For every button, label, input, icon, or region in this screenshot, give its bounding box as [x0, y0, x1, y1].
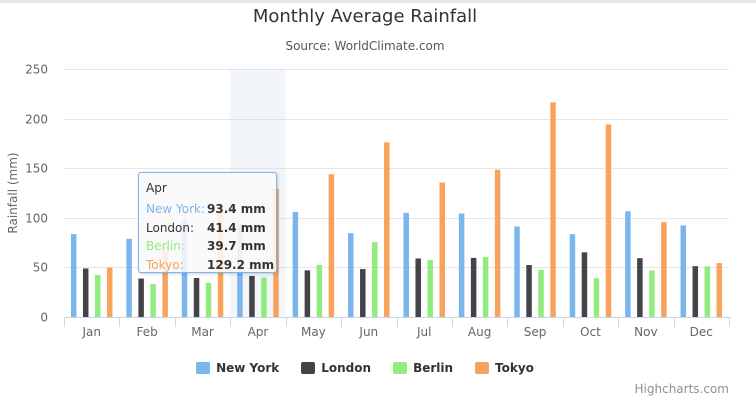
bar-new-york — [458, 213, 465, 317]
bar-berlin — [593, 278, 600, 317]
bar-london — [415, 258, 421, 317]
bar-london — [692, 266, 699, 317]
tooltip-row: New York: 93.4 mm — [146, 200, 274, 219]
bar-tokyo — [494, 169, 501, 317]
y-tick-label: 200 — [25, 113, 48, 127]
top-border — [0, 0, 756, 3]
bar-berlin — [372, 242, 378, 317]
bar-new-york — [126, 238, 132, 317]
legend-item-london[interactable]: London — [301, 361, 371, 375]
bar-berlin — [94, 274, 101, 317]
bar-tokyo — [162, 246, 168, 317]
x-tick-label: Mar — [191, 325, 214, 339]
bar-berlin — [427, 260, 433, 317]
tooltip-row: London: 41.4 mm — [146, 219, 274, 238]
bar-tokyo — [439, 182, 445, 317]
tooltip-value-berlin: 39.7 mm — [207, 239, 266, 254]
x-tick-label: Apr — [248, 325, 269, 339]
bar-berlin — [150, 284, 156, 317]
bar-london — [637, 258, 643, 317]
bar-new-york — [348, 233, 354, 317]
bar-berlin — [538, 269, 544, 317]
legend: New York London Berlin Tokyo — [0, 361, 730, 375]
chart-title: Monthly Average Rainfall — [252, 6, 478, 27]
tooltip-value-london: 41.4 mm — [207, 220, 266, 235]
tooltip-header: Apr — [146, 181, 167, 195]
y-tick-label: 100 — [25, 212, 48, 226]
tooltip-label-berlin: Berlin: — [146, 239, 185, 254]
tooltip-label-london: London: — [146, 220, 195, 235]
legend-swatch-london — [301, 362, 316, 374]
tooltip-label-new-york: New York: — [146, 202, 205, 217]
bar-tokyo — [106, 267, 113, 317]
legend-label-berlin: Berlin — [413, 361, 454, 375]
legend-swatch-berlin — [393, 362, 408, 374]
bar-tokyo — [605, 124, 612, 318]
bar-london — [193, 278, 200, 317]
bar-london — [304, 270, 311, 317]
bar-london — [249, 275, 255, 317]
x-tick-label: Nov — [634, 325, 657, 339]
bar-new-york — [70, 234, 77, 317]
tooltip-value-tokyo: 129.2 mm — [207, 257, 275, 272]
bar-berlin — [704, 266, 711, 317]
bar-tokyo — [384, 142, 390, 317]
legend-item-new-york[interactable]: New York — [196, 361, 279, 375]
y-tick-label: 50 — [33, 261, 48, 275]
tooltip-row: Berlin: 39.7 mm — [146, 237, 274, 256]
legend-swatch-new-york — [196, 362, 211, 374]
y-axis-title: Rainfall (mm) — [6, 152, 20, 233]
bar-tokyo — [328, 174, 335, 317]
bar-berlin — [261, 277, 267, 317]
bar-new-york — [680, 225, 687, 317]
x-tick-label: Dec — [690, 325, 713, 339]
x-tick-label: May — [301, 325, 326, 339]
bar-new-york — [569, 234, 576, 317]
x-tick-label: Jan — [81, 325, 101, 339]
x-tick-label: Aug — [468, 325, 491, 339]
bar-london — [581, 252, 588, 317]
legend-label-london: London — [321, 361, 372, 375]
legend-item-tokyo[interactable]: Tokyo — [475, 361, 534, 375]
tooltip-label-tokyo: Tokyo: — [146, 257, 184, 272]
legend-item-berlin[interactable]: Berlin — [393, 361, 453, 375]
x-tick-label: Jul — [416, 325, 431, 339]
tooltip-table: New York: 93.4 mm London: 41.4 mm Berlin… — [146, 200, 274, 274]
bar-berlin — [649, 270, 655, 317]
x-tick-label: Jun — [358, 325, 378, 339]
y-tick-label: 0 — [40, 311, 48, 325]
credits-link[interactable]: Highcharts.com — [634, 382, 729, 396]
legend-label-tokyo: Tokyo — [495, 361, 534, 375]
bar-london — [526, 265, 532, 317]
y-tick-label: 150 — [25, 162, 48, 176]
x-tick-label: Feb — [137, 325, 158, 339]
bar-berlin — [205, 282, 212, 317]
bar-new-york — [625, 211, 631, 317]
bar-berlin — [482, 257, 489, 317]
bar-tokyo — [550, 102, 556, 317]
bar-london — [360, 269, 366, 317]
chart-subtitle: Source: WorldClimate.com — [285, 39, 445, 53]
bar-berlin — [316, 264, 323, 317]
bar-london — [138, 278, 144, 317]
legend-label-new-york: New York — [216, 361, 280, 375]
tooltip-value-new-york: 93.4 mm — [207, 202, 266, 217]
bar-london — [470, 257, 477, 317]
y-tick-label: 250 — [25, 63, 48, 77]
x-tick-label: Oct — [580, 325, 601, 339]
bar-london — [82, 268, 89, 317]
bar-new-york — [403, 212, 409, 317]
bar-new-york — [292, 211, 299, 317]
bar-new-york — [514, 226, 520, 317]
legend-swatch-tokyo — [475, 362, 490, 374]
tooltip: Apr New York: 93.4 mm London: 41.4 mm Be… — [138, 172, 277, 273]
x-tick-label: Sep — [524, 325, 547, 339]
bar-tokyo — [661, 222, 667, 317]
bar-tokyo — [716, 263, 723, 317]
tooltip-row: Tokyo: 129.2 mm — [146, 256, 274, 275]
